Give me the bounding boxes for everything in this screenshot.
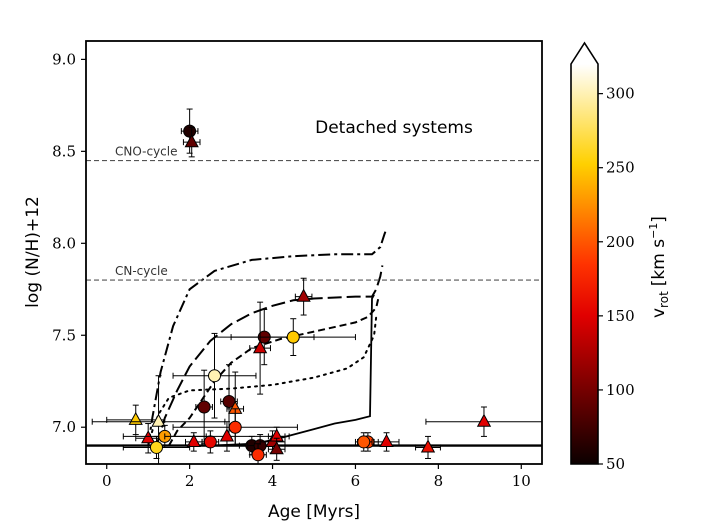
colorbar-label: vrot [km s−1] xyxy=(647,216,671,318)
x-tick-label: 2 xyxy=(185,472,195,490)
colorbar-gradient xyxy=(571,64,598,464)
y-tick-label: 7.0 xyxy=(52,418,76,436)
data-point xyxy=(180,108,199,154)
colorbar-label-close: ] xyxy=(649,216,669,223)
y-axis-ticks: 7.0 7.5 8.0 8.5 9.0 xyxy=(52,50,86,436)
data-point xyxy=(267,437,286,461)
y-tick-label: 9.0 xyxy=(52,50,76,68)
track-dash-dot xyxy=(147,228,388,446)
colorbar-tick-label: 300 xyxy=(606,85,635,103)
colorbar-extend-max-triangle xyxy=(571,43,598,64)
colorbar-label-main: v xyxy=(649,308,669,318)
data-point xyxy=(172,332,257,419)
circle-marker xyxy=(251,448,265,462)
data-point xyxy=(195,369,213,445)
circle-marker xyxy=(203,435,217,449)
y-tick-label: 7.5 xyxy=(52,326,76,344)
reference-line-label: CNO-cycle xyxy=(115,145,177,159)
data-point xyxy=(294,277,313,316)
colorbar-label-sub: rot xyxy=(657,291,671,308)
data-points xyxy=(91,108,542,464)
data-point xyxy=(201,430,220,454)
triangle-marker xyxy=(476,413,492,427)
y-axis-title: log (N/H)+12 xyxy=(23,196,43,308)
data-point xyxy=(135,423,162,454)
data-point xyxy=(415,435,441,459)
data-point xyxy=(184,432,203,452)
triangle-marker xyxy=(128,411,143,425)
track-long-dash xyxy=(155,265,384,446)
triangle-marker xyxy=(296,288,311,302)
data-point xyxy=(122,435,191,459)
colorbar-tick-label: 50 xyxy=(606,455,625,473)
data-point xyxy=(354,432,373,452)
detached-systems-annotation: Detached systems xyxy=(315,118,473,138)
triangle-marker xyxy=(219,428,235,442)
triangle-marker xyxy=(379,433,394,447)
triangle-marker xyxy=(252,340,268,354)
triangle-marker xyxy=(420,439,436,453)
data-point xyxy=(230,318,356,356)
y-tick-label: 8.0 xyxy=(52,234,76,252)
circle-marker xyxy=(208,369,222,383)
reference-lines: CNO-cycle CN-cycle xyxy=(86,145,542,281)
circle-marker xyxy=(149,440,163,454)
x-tick-label: 8 xyxy=(434,472,444,490)
triangle-marker xyxy=(269,441,284,455)
circle-marker xyxy=(228,420,242,434)
data-point xyxy=(249,443,267,464)
circle-marker xyxy=(183,124,197,138)
data-point xyxy=(425,406,542,437)
data-point xyxy=(91,375,226,464)
triangle-marker xyxy=(151,413,166,427)
triangle-marker xyxy=(184,134,199,148)
colorbar-tick-label: 150 xyxy=(606,307,635,325)
colorbar-outline xyxy=(570,41,599,465)
x-axis-title: Age [Myrs] xyxy=(268,502,360,522)
x-tick-label: 0 xyxy=(102,472,112,490)
colorbar-ticks: 50 100 150 200 250 300 xyxy=(598,85,635,473)
triangle-marker xyxy=(186,433,201,447)
colorbar-tick-label: 200 xyxy=(606,233,635,251)
y-tick-label: 8.5 xyxy=(52,142,76,160)
colorbar-tick-label: 100 xyxy=(606,381,635,399)
colorbar: 50 100 150 200 250 300 vrot [km s−1] xyxy=(570,41,671,473)
triangle-marker xyxy=(141,430,156,444)
circle-marker xyxy=(286,330,300,344)
track-short-dash xyxy=(168,298,380,447)
colorbar-tick-label: 250 xyxy=(606,159,635,177)
x-tick-label: 4 xyxy=(268,472,278,490)
data-point xyxy=(249,301,271,395)
x-tick-label: 6 xyxy=(351,472,361,490)
colorbar-label-units: [km s xyxy=(649,239,669,286)
data-point xyxy=(373,432,400,452)
data-point xyxy=(182,126,201,158)
track-solid-thin xyxy=(164,294,375,447)
x-tick-label: 10 xyxy=(512,472,531,490)
circle-marker xyxy=(357,435,371,449)
circle-marker xyxy=(197,400,211,414)
x-axis-ticks: 0 2 4 6 8 10 xyxy=(102,464,531,490)
plot-frame xyxy=(85,40,543,465)
colorbar-label-exp: −1 xyxy=(647,223,660,239)
reference-line-label: CN-cycle xyxy=(115,264,168,278)
